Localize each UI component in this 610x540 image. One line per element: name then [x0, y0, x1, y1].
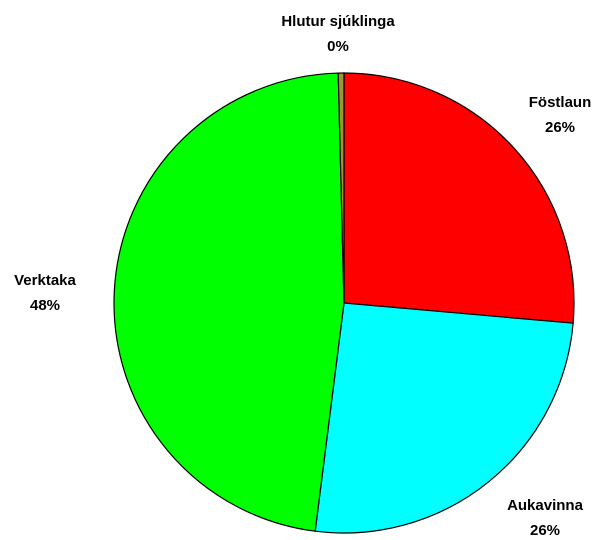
slice-label: Verktaka [14, 272, 76, 289]
slice-label: Aukavinna [507, 497, 584, 514]
slice-value-label: 26% [530, 522, 560, 539]
pie-slice [337, 72, 345, 304]
slice-value-label: 48% [30, 297, 60, 314]
slice-value-label: 26% [545, 119, 575, 136]
slice-value-label: 0% [327, 38, 349, 55]
pie-slice [343, 72, 575, 324]
slice-label: Hlutur sjúklinga [281, 13, 395, 30]
pie-slice [113, 72, 345, 532]
slice-label: Föstlaun [529, 94, 592, 111]
pie-slice [314, 302, 574, 534]
